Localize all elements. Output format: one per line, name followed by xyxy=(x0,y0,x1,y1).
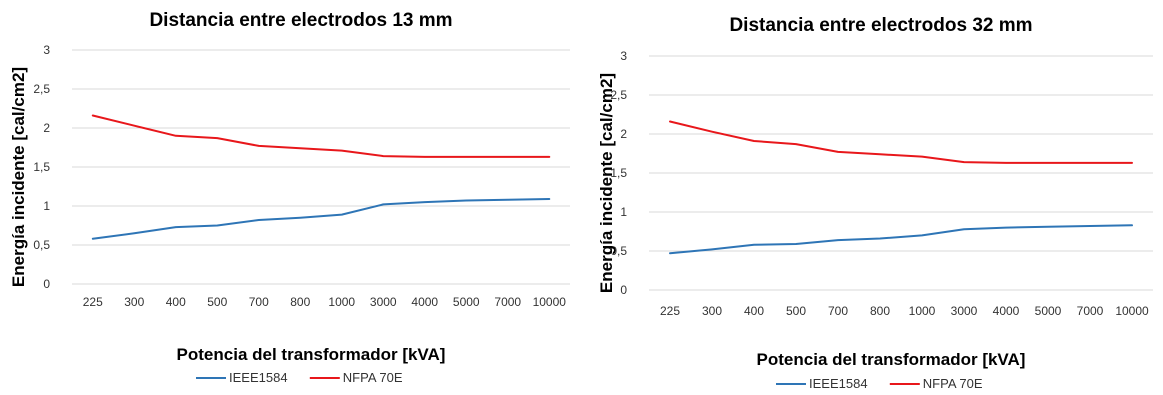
x-axis-title: Potencia del transformador [kVA] xyxy=(757,350,1026,369)
x-tick-label: 800 xyxy=(290,295,310,309)
chart-13mm: 0 0,5 1 1,5 2 2,5 3 225 300 400 500 700 800 1000 3000 4… xyxy=(0,0,580,395)
x-tick-label: 400 xyxy=(744,304,764,318)
y-tick-label: 3 xyxy=(43,43,50,57)
chart-svg: 0 0,5 1 1,5 2 2,5 3 225 300 400 500 700 800 1000 3000 4… xyxy=(597,15,1153,391)
x-tick-label: 1000 xyxy=(909,304,936,318)
x-tick-label: 225 xyxy=(83,295,103,309)
x-tick-label: 300 xyxy=(124,295,144,309)
x-tick-label: 500 xyxy=(786,304,806,318)
y-tick-label: 0 xyxy=(43,277,50,291)
x-tick-label: 700 xyxy=(249,295,269,309)
legend-label: NFPA 70E xyxy=(343,370,403,385)
y-tick-label: 1,5 xyxy=(33,160,50,174)
series-line-nfpa-70e xyxy=(669,120,1133,164)
chart-title: Distancia entre electrodos 13 mm xyxy=(149,10,452,31)
y-axis-title: Energía incidente [cal/cm2] xyxy=(9,67,28,287)
x-tick-label: 10000 xyxy=(1115,304,1149,318)
y-tick-label: 0,5 xyxy=(33,238,50,252)
chart-title: Distancia entre electrodos 32 mm xyxy=(729,15,1032,36)
legend-item: IEEE1584 xyxy=(196,370,288,385)
x-tick-label: 3000 xyxy=(951,304,978,318)
legend-label: IEEE1584 xyxy=(809,376,868,391)
x-tick-label: 5000 xyxy=(1035,304,1062,318)
series-line-ieee1584 xyxy=(91,198,551,240)
legend-label: NFPA 70E xyxy=(923,376,983,391)
x-tick-label: 7000 xyxy=(1077,304,1104,318)
x-tick-label: 7000 xyxy=(494,295,521,309)
x-tick-label: 300 xyxy=(702,304,722,318)
x-tick-label: 10000 xyxy=(533,295,567,309)
x-tick-label: 800 xyxy=(870,304,890,318)
y-tick-label: 2,5 xyxy=(610,88,627,102)
x-tick-label: 225 xyxy=(660,304,680,318)
y-tick-label: 2 xyxy=(43,121,50,135)
chart-svg: 0 0,5 1 1,5 2 2,5 3 225 300 400 500 700 800 1000 3000 4… xyxy=(9,10,570,385)
legend-item: IEEE1584 xyxy=(776,376,868,391)
x-axis-title: Potencia del transformador [kVA] xyxy=(177,345,446,364)
y-axis-title: Energía incidente [cal/cm2] xyxy=(597,73,616,293)
legend-item: NFPA 70E xyxy=(309,370,403,385)
x-tick-label: 400 xyxy=(166,295,186,309)
series-line-ieee1584 xyxy=(669,224,1133,255)
y-tick-label: 3 xyxy=(620,49,627,63)
series-line-nfpa-70e xyxy=(91,114,551,158)
y-tick-label: 1 xyxy=(43,199,50,213)
y-tick-label: 2 xyxy=(620,127,627,141)
y-tick-label: 0 xyxy=(620,283,627,297)
x-tick-label: 700 xyxy=(828,304,848,318)
y-tick-label: 1 xyxy=(620,205,627,219)
y-tick-label: 2,5 xyxy=(33,82,50,96)
x-tick-label: 1000 xyxy=(328,295,355,309)
chart-32mm: 0 0,5 1 1,5 2 2,5 3 225 300 400 500 700 800 1000 3000 4… xyxy=(590,0,1163,395)
y-tick-label: 1,5 xyxy=(610,166,627,180)
legend-item: NFPA 70E xyxy=(889,376,983,391)
x-tick-label: 3000 xyxy=(370,295,397,309)
x-tick-label: 5000 xyxy=(453,295,480,309)
x-tick-label: 500 xyxy=(207,295,227,309)
y-tick-label: 0,5 xyxy=(610,244,627,258)
x-tick-label: 4000 xyxy=(411,295,438,309)
legend-label: IEEE1584 xyxy=(229,370,288,385)
x-tick-label: 4000 xyxy=(993,304,1020,318)
